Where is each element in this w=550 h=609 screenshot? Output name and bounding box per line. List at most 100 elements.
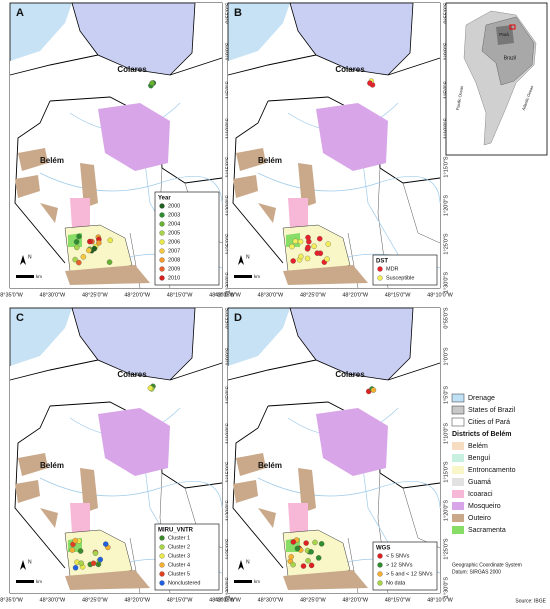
scale-bar — [16, 275, 34, 278]
mosqueiro — [98, 103, 170, 171]
y-coord-label: 1°0'0"S — [443, 347, 449, 365]
y-coord-label: 0°55'0"S — [443, 307, 449, 328]
case-dot — [316, 235, 323, 242]
outeiro — [15, 175, 40, 198]
legend-dot — [159, 221, 165, 227]
footer-note: Datum: SIRGAS 2000 — [452, 569, 501, 575]
legend-swatch — [451, 405, 465, 415]
scale-bar — [234, 580, 252, 583]
place-label: Belém — [40, 156, 64, 165]
x-coord-label: 48°20'0"W — [124, 292, 150, 298]
outeiro — [40, 203, 58, 223]
y-coord-label: 1°15'0"S — [443, 461, 449, 482]
boundary — [227, 359, 441, 569]
legend-label: Susceptible — [386, 275, 414, 281]
legend-title: MIRU_VNTR — [158, 528, 194, 534]
outeiro — [233, 175, 258, 198]
study-area — [509, 24, 516, 30]
legend-label: Guamá — [468, 479, 491, 486]
belem-south — [65, 570, 150, 590]
legend-label: 2010 — [168, 275, 180, 281]
case-dot — [324, 256, 330, 262]
case-dot — [86, 247, 92, 254]
case-dot — [318, 541, 325, 547]
x-coord-label: 48°15'0"W — [167, 597, 193, 603]
legend-swatch — [451, 393, 465, 403]
legend-swatch — [452, 490, 464, 498]
y-coord-label: 1°20'0"S — [443, 195, 449, 216]
y-coord-label: 1°30'0"S — [443, 577, 449, 598]
colares-region — [289, 307, 414, 381]
case-dot — [303, 540, 309, 546]
north-label: N — [246, 559, 250, 565]
footer-note: Geographic Coordinate System — [452, 562, 522, 568]
legend-dot — [159, 239, 165, 245]
x-coord-label: 48°25'0"W — [82, 597, 108, 603]
x-coord-label: 48°10'0"W — [209, 597, 235, 603]
outeiro — [236, 148, 266, 171]
legend-dot — [377, 553, 383, 559]
case-dot — [292, 238, 299, 245]
legend-dot — [159, 248, 165, 254]
legend-title: DST — [376, 259, 388, 265]
legend-label: Drenage — [468, 395, 495, 402]
outeiro — [15, 480, 40, 503]
legend-label: Icoaraci — [468, 491, 493, 498]
case-dot — [311, 243, 317, 249]
legend-label: No data — [386, 580, 406, 586]
river — [39, 477, 223, 509]
case-dot — [149, 80, 155, 86]
legend-label: Sacramenta — [468, 527, 506, 534]
y-coord-label: 1°5'0"S — [443, 386, 449, 404]
outeiro — [18, 148, 48, 171]
case-dot — [315, 555, 322, 561]
outeiro — [236, 453, 266, 476]
legend-label: 2008 — [168, 257, 180, 263]
legend-dot — [377, 571, 383, 577]
legend-dot — [159, 212, 165, 218]
legend-dot — [159, 257, 165, 263]
outeiro — [258, 203, 276, 223]
source-note: Source: IBGE — [515, 598, 546, 604]
legend-swatch — [452, 466, 464, 474]
inset-label: Pará — [499, 32, 509, 37]
outeiro — [40, 508, 58, 528]
case-dot — [87, 238, 93, 245]
belem-south — [283, 570, 368, 590]
y-coord-label: 1°10'0"S — [443, 423, 449, 444]
north-label: N — [28, 254, 32, 260]
outeiro — [80, 163, 98, 208]
legend-swatch — [452, 454, 464, 462]
x-coord-label: 48°35'0"W — [0, 597, 24, 603]
boundary — [9, 54, 223, 264]
legend-label: Entroncamento — [468, 467, 516, 474]
legend-box — [372, 254, 438, 286]
y-coord-label: 1°25'0"S — [443, 538, 449, 559]
legend-dot — [159, 553, 165, 559]
scale-label: km — [254, 274, 260, 279]
legend-dot — [159, 266, 165, 272]
legend-title: Year — [158, 196, 171, 202]
north-arrow — [20, 560, 26, 570]
case-dot — [298, 253, 304, 260]
case-dot — [106, 259, 113, 265]
legend-dot — [377, 562, 383, 568]
legend-label: Cluster 2 — [168, 544, 190, 550]
legend-label: Outeiro — [468, 515, 491, 522]
north-arrow — [20, 255, 26, 265]
case-dot — [367, 80, 373, 86]
case-dot — [290, 539, 297, 545]
case-dot — [294, 545, 301, 552]
case-dot — [290, 561, 296, 568]
x-coord-label: 48°30'0"W — [258, 292, 284, 298]
case-dot — [147, 385, 154, 391]
para — [496, 25, 514, 45]
legend-label: 2006 — [168, 239, 180, 245]
case-dot — [308, 562, 315, 569]
north-arrow — [238, 255, 244, 265]
place-label: Belém — [258, 461, 282, 470]
case-dot — [92, 550, 99, 556]
